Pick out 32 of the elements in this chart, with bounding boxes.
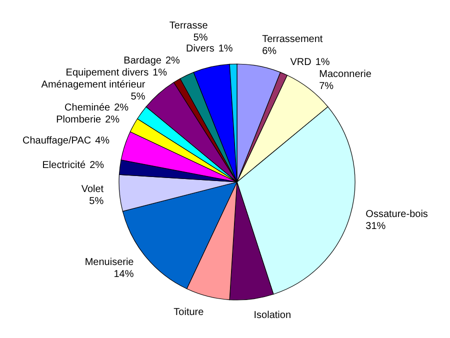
data-label: 7% xyxy=(319,80,334,92)
data-label: 2% xyxy=(165,55,180,66)
slice-label: Chauffage/PAC xyxy=(22,136,92,147)
slice-label: Terrassement xyxy=(262,34,323,45)
slice-label: Bardage xyxy=(124,55,162,66)
slice-label: Electricité xyxy=(42,160,86,172)
data-label: 5% xyxy=(130,91,146,102)
data-label: 6% xyxy=(262,46,277,57)
slice-label: Maconnerie xyxy=(319,68,372,80)
slice-label: Divers xyxy=(186,43,214,54)
slice-label: Plomberie xyxy=(56,114,102,126)
slice-label: Terrasse xyxy=(169,20,208,32)
data-label: 31% xyxy=(366,220,386,232)
slice-label: Ossature-bois xyxy=(366,208,428,220)
slice-label: Aménagement intérieur xyxy=(41,79,146,90)
data-label: 5% xyxy=(89,196,104,208)
slice-label: Equipement divers xyxy=(66,67,149,78)
data-label: 1% xyxy=(315,56,330,68)
slice-label: VRD xyxy=(290,56,312,68)
data-label: 2% xyxy=(114,102,129,114)
data-label: 14% xyxy=(114,268,134,280)
slice-label: Menuiserie xyxy=(84,256,134,268)
slice-label: Isolation xyxy=(254,310,292,321)
data-label: 1% xyxy=(152,67,168,78)
data-label: 5% xyxy=(193,32,208,44)
slice-label: Cheminée xyxy=(64,102,111,114)
slice-label: Volet xyxy=(81,184,104,196)
data-label: 1% xyxy=(218,43,233,54)
data-label: 4% xyxy=(95,136,110,147)
data-label: 2% xyxy=(90,160,104,172)
slice-label: Toiture xyxy=(174,306,204,318)
data-label: 2% xyxy=(105,114,120,126)
